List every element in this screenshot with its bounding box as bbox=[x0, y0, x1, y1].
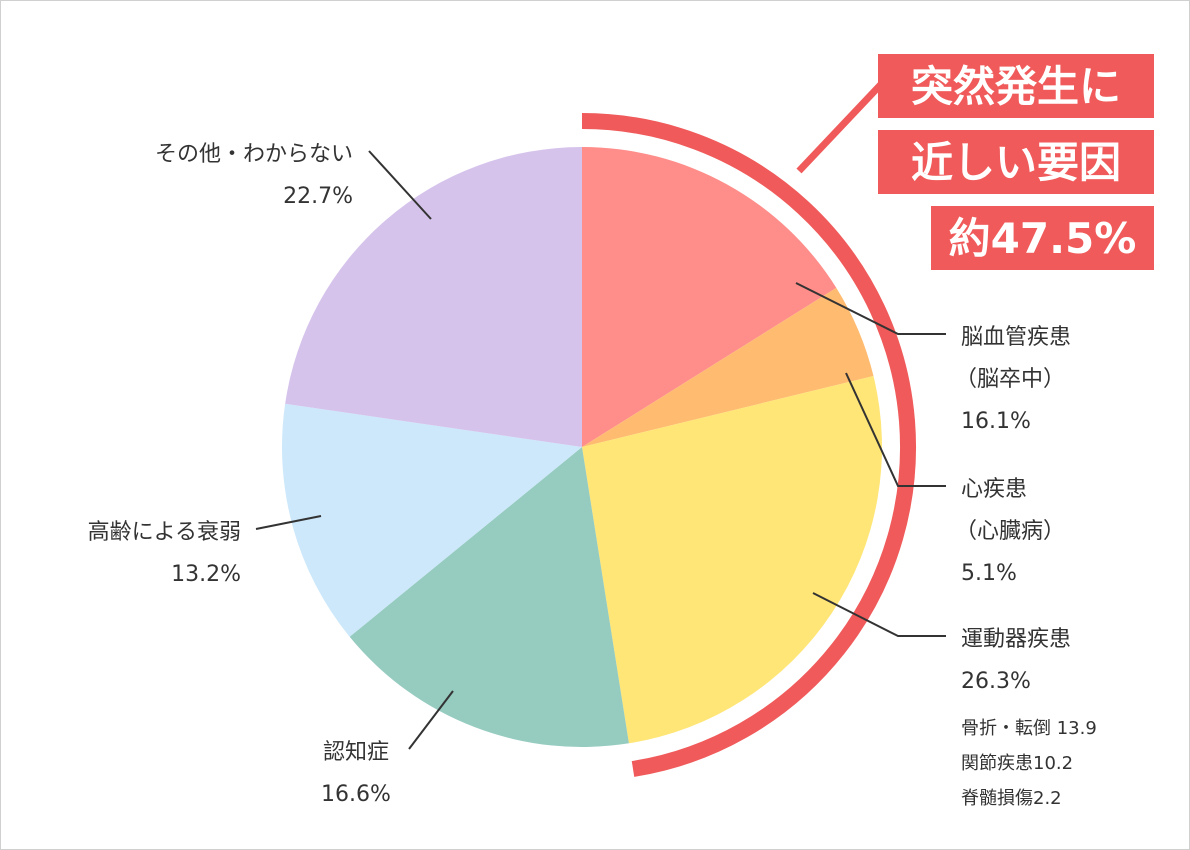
callout-line-2: 約47.5% bbox=[949, 214, 1137, 263]
slice-value-label-5: 22.7% bbox=[283, 184, 353, 209]
pie-slice-3 bbox=[349, 447, 629, 748]
pie-slice-4 bbox=[282, 403, 582, 637]
slice-value-label-3: 16.6% bbox=[321, 782, 391, 807]
slice-label-0-0: 脳血管疾患 bbox=[961, 325, 1071, 350]
callout-line-0: 突然発生に bbox=[911, 62, 1121, 111]
slice-value-label-2: 26.3% bbox=[961, 669, 1031, 694]
leader-line-0 bbox=[795, 282, 946, 335]
pie-slice-5 bbox=[285, 147, 582, 447]
slice-label-0-1: （脳卒中） bbox=[955, 367, 1065, 392]
slice-label-3-0: 認知症 bbox=[323, 740, 389, 765]
slice-detail-2-1: 関節疾患10.2 bbox=[961, 753, 1073, 774]
leader-line-4 bbox=[255, 515, 322, 530]
slice-label-2-0: 運動器疾患 bbox=[961, 627, 1071, 652]
leader-line-1 bbox=[845, 372, 946, 487]
slice-label-1-0: 心疾患 bbox=[961, 477, 1027, 502]
pie-slice-0 bbox=[582, 147, 837, 447]
slice-value-label-4: 13.2% bbox=[171, 562, 241, 587]
slice-label-5-0: その他・わからない bbox=[155, 142, 353, 167]
slice-value-label-1: 5.1% bbox=[961, 561, 1017, 586]
pie-slice-1 bbox=[582, 287, 874, 447]
callout-box-1 bbox=[878, 130, 1154, 194]
callout-box-2 bbox=[931, 206, 1154, 270]
leader-line-5 bbox=[368, 150, 432, 220]
slice-detail-2-2: 脊髄損傷2.2 bbox=[961, 788, 1062, 809]
callout-connector bbox=[796, 76, 889, 174]
leader-line-3 bbox=[408, 690, 454, 750]
callout-line-1: 近しい要因 bbox=[911, 138, 1121, 187]
callout-box-0 bbox=[878, 54, 1154, 118]
slice-label-1-1: （心臓病） bbox=[955, 519, 1065, 544]
highlight-arc bbox=[581, 113, 917, 777]
slice-label-4-0: 高齢による衰弱 bbox=[88, 520, 241, 545]
leader-line-2 bbox=[812, 592, 946, 637]
slice-detail-2-0: 骨折・転倒 13.9 bbox=[961, 718, 1097, 739]
pie-slice-2 bbox=[582, 376, 883, 744]
slice-value-label-0: 16.1% bbox=[961, 409, 1031, 434]
